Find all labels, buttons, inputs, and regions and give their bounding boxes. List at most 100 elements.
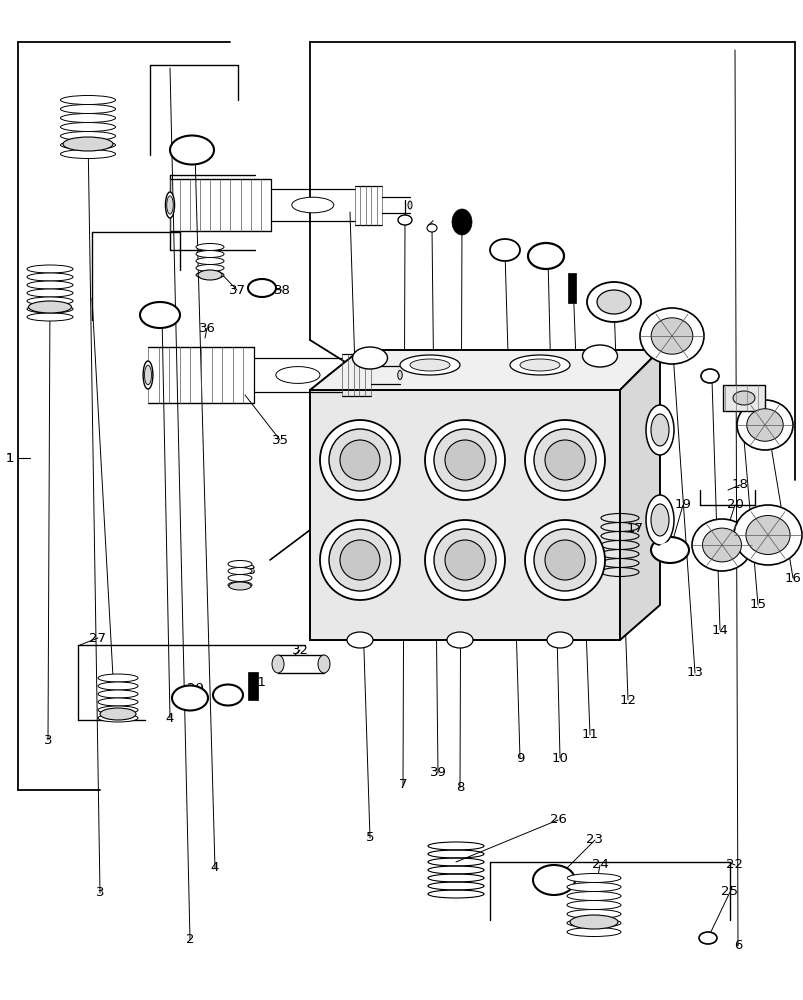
Ellipse shape [27, 273, 73, 281]
Ellipse shape [98, 706, 138, 714]
Ellipse shape [60, 114, 116, 123]
Ellipse shape [228, 582, 251, 588]
Text: 27: 27 [89, 632, 106, 645]
Ellipse shape [254, 284, 270, 292]
Ellipse shape [597, 290, 630, 314]
Ellipse shape [566, 874, 620, 882]
Ellipse shape [228, 560, 251, 568]
Ellipse shape [196, 264, 224, 271]
Ellipse shape [271, 655, 283, 673]
Text: 8: 8 [455, 781, 463, 794]
Ellipse shape [275, 367, 320, 383]
Ellipse shape [434, 429, 495, 491]
Ellipse shape [645, 405, 673, 455]
Text: 2: 2 [111, 706, 119, 720]
Ellipse shape [566, 927, 620, 936]
Text: 36: 36 [198, 322, 215, 334]
Ellipse shape [702, 528, 740, 562]
Ellipse shape [698, 932, 716, 944]
Polygon shape [310, 390, 619, 640]
Ellipse shape [532, 865, 574, 895]
Text: 39: 39 [429, 766, 446, 779]
Text: 35: 35 [271, 434, 288, 446]
Ellipse shape [407, 201, 411, 209]
Ellipse shape [198, 270, 222, 280]
Ellipse shape [657, 542, 681, 558]
Ellipse shape [650, 414, 668, 446]
Text: 7: 7 [398, 778, 407, 791]
Ellipse shape [444, 540, 484, 580]
Text: 18: 18 [731, 479, 748, 491]
Ellipse shape [172, 686, 208, 710]
Text: 3: 3 [96, 886, 104, 899]
Ellipse shape [196, 243, 224, 250]
Ellipse shape [524, 520, 604, 600]
Ellipse shape [140, 302, 180, 328]
Ellipse shape [533, 529, 595, 591]
Ellipse shape [98, 690, 138, 698]
Ellipse shape [704, 372, 714, 380]
Ellipse shape [566, 882, 620, 891]
Ellipse shape [196, 257, 224, 264]
Ellipse shape [397, 215, 411, 225]
Ellipse shape [582, 345, 617, 367]
Ellipse shape [320, 520, 400, 600]
Ellipse shape [645, 495, 673, 545]
Ellipse shape [745, 516, 789, 554]
Ellipse shape [639, 308, 703, 364]
Ellipse shape [544, 540, 585, 580]
Ellipse shape [228, 574, 251, 582]
Bar [722, 385, 764, 411]
Text: 21: 21 [771, 512, 788, 524]
Ellipse shape [489, 239, 520, 261]
Text: 1: 1 [6, 452, 14, 464]
Ellipse shape [145, 365, 151, 385]
Ellipse shape [546, 632, 573, 648]
Ellipse shape [196, 271, 224, 278]
Text: 24: 24 [591, 858, 608, 871]
Ellipse shape [247, 279, 275, 297]
Ellipse shape [196, 250, 224, 257]
Polygon shape [310, 350, 659, 390]
Ellipse shape [425, 520, 504, 600]
Ellipse shape [566, 918, 620, 927]
Text: 15: 15 [748, 598, 765, 611]
Ellipse shape [566, 891, 620, 900]
Ellipse shape [328, 429, 390, 491]
Ellipse shape [228, 568, 251, 574]
Ellipse shape [98, 682, 138, 690]
Ellipse shape [60, 141, 116, 150]
Ellipse shape [318, 655, 329, 673]
Ellipse shape [691, 519, 751, 571]
Ellipse shape [98, 674, 138, 682]
Ellipse shape [27, 281, 73, 289]
Text: 28: 28 [109, 684, 126, 696]
Text: 13: 13 [686, 666, 703, 680]
Ellipse shape [650, 537, 688, 563]
Ellipse shape [98, 714, 138, 722]
Ellipse shape [27, 313, 73, 321]
Polygon shape [619, 350, 659, 640]
Ellipse shape [27, 297, 73, 305]
Ellipse shape [540, 871, 566, 888]
Text: 14: 14 [711, 624, 728, 637]
Ellipse shape [732, 391, 754, 405]
Text: 31: 31 [249, 676, 266, 690]
Ellipse shape [528, 243, 563, 269]
Ellipse shape [520, 359, 560, 371]
Text: 16: 16 [784, 572, 801, 584]
Ellipse shape [60, 105, 116, 114]
Ellipse shape [451, 209, 471, 235]
Ellipse shape [166, 196, 173, 214]
Text: 4: 4 [165, 712, 174, 724]
Ellipse shape [143, 361, 153, 389]
Ellipse shape [347, 632, 373, 648]
Ellipse shape [566, 909, 620, 918]
Ellipse shape [700, 369, 718, 383]
Text: 6: 6 [733, 939, 741, 952]
Ellipse shape [586, 282, 640, 322]
Ellipse shape [60, 123, 116, 132]
Ellipse shape [495, 244, 513, 256]
Text: 30: 30 [219, 686, 236, 698]
Ellipse shape [534, 249, 556, 263]
